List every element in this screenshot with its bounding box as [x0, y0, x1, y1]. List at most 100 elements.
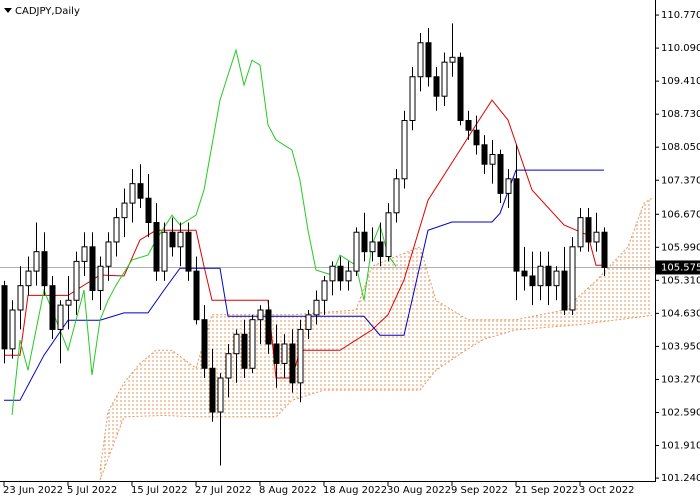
candle-body [153, 222, 160, 272]
y-tick-label: 110.090 [661, 43, 700, 54]
candle-body [249, 319, 256, 369]
candle-body [97, 265, 104, 292]
candle-body [433, 76, 440, 97]
x-tick-label: 5 Jul 2022 [67, 485, 117, 496]
candle-body [529, 275, 536, 287]
candle-body [25, 270, 32, 287]
x-tick-label: 21 Sep 2022 [515, 485, 578, 496]
x-tick-label: 23 Jun 2022 [3, 485, 63, 496]
plot-area [0, 23, 655, 481]
candle-body [393, 178, 400, 214]
y-tick-label: 101.240 [661, 473, 700, 484]
cloud-area [100, 198, 652, 481]
candle-body [297, 328, 304, 384]
candle-body [201, 319, 208, 369]
candle-body [369, 241, 376, 253]
candle-body [465, 119, 472, 131]
y-tick-label: 108.730 [661, 109, 700, 120]
cloud-edge [99, 197, 653, 471]
candle-body [1, 285, 8, 350]
candle-body [209, 367, 216, 413]
candle-body [113, 217, 120, 243]
x-tick-label: 30 Aug 2022 [387, 485, 451, 496]
candle-body [577, 217, 584, 248]
candle-body [9, 309, 16, 350]
candle-body [193, 270, 200, 321]
candle-body [521, 270, 528, 277]
candle-body [449, 56, 456, 63]
y-tick-label: 106.670 [661, 209, 700, 220]
candle-body [17, 285, 24, 311]
candle-body [425, 42, 432, 78]
y-tick-label: 107.370 [661, 175, 700, 186]
candle-body [489, 154, 496, 165]
candle-body [289, 343, 296, 384]
candle-body [49, 285, 56, 330]
candle-body [313, 299, 320, 316]
y-tick-label: 105.310 [661, 275, 700, 286]
candle-body [137, 183, 144, 199]
candle-body [265, 309, 272, 345]
candle-body [89, 246, 96, 292]
candle-body [169, 231, 176, 248]
candle-body [513, 178, 520, 272]
y-tick-label: 101.910 [661, 441, 700, 452]
chart-title: CADJPY,Daily [15, 6, 80, 17]
indicator-line [11, 48, 397, 415]
candle-body [345, 270, 352, 282]
candle-body [33, 251, 40, 272]
y-tick-label: 108.050 [661, 142, 700, 153]
x-tick-label: 3 Oct 2022 [579, 485, 634, 496]
candle-body [305, 314, 312, 330]
x-tick-label: 15 Jul 2022 [131, 485, 188, 496]
x-tick-label: 8 Aug 2022 [259, 485, 317, 496]
candle-body [601, 231, 608, 268]
y-tick-label: 103.270 [661, 374, 700, 385]
menu-triangle[interactable] [4, 8, 12, 13]
candle-body [273, 343, 280, 364]
candle-body [553, 270, 560, 287]
candle-body [321, 280, 328, 301]
candle-body [569, 246, 576, 311]
candle-body [329, 265, 336, 282]
y-tick-label: 105.990 [661, 242, 700, 253]
cloud-edge [99, 314, 653, 481]
candle-body [65, 299, 72, 306]
candle-body [561, 270, 568, 311]
candle-body [473, 129, 480, 146]
candle-body [81, 246, 88, 262]
y-tick-label: 103.950 [661, 341, 700, 352]
candle-body [337, 265, 344, 282]
candle-body [409, 76, 416, 121]
x-tick-label: 18 Aug 2022 [323, 485, 387, 496]
candle-body [361, 231, 368, 253]
candle-body [537, 265, 544, 287]
x-tick-label: 27 Jul 2022 [195, 485, 252, 496]
candle-body [481, 144, 488, 165]
candle-body [41, 251, 48, 287]
candle-body [217, 377, 224, 413]
candle-body [441, 61, 448, 97]
y-tick-label: 104.630 [661, 308, 700, 319]
candle-body [457, 56, 464, 121]
candle-body [177, 231, 184, 248]
candle-body [129, 183, 136, 204]
y-tick-label: 109.410 [661, 76, 700, 87]
candle-body [377, 241, 384, 258]
candle-body [105, 241, 112, 267]
x-tick-label: 9 Sep 2022 [451, 485, 508, 496]
y-tick-label: 110.770 [661, 10, 700, 21]
candle-body [161, 231, 168, 272]
candle-body [545, 265, 552, 287]
candle-body [385, 212, 392, 258]
candle-body [585, 217, 592, 243]
candle-body [257, 309, 264, 321]
candle-body [593, 231, 600, 243]
candle-body [57, 304, 64, 330]
candle-body [145, 197, 152, 224]
candle-body [497, 154, 504, 194]
candle-body [225, 353, 232, 379]
candle-body [401, 119, 408, 180]
candle-body [233, 333, 240, 355]
